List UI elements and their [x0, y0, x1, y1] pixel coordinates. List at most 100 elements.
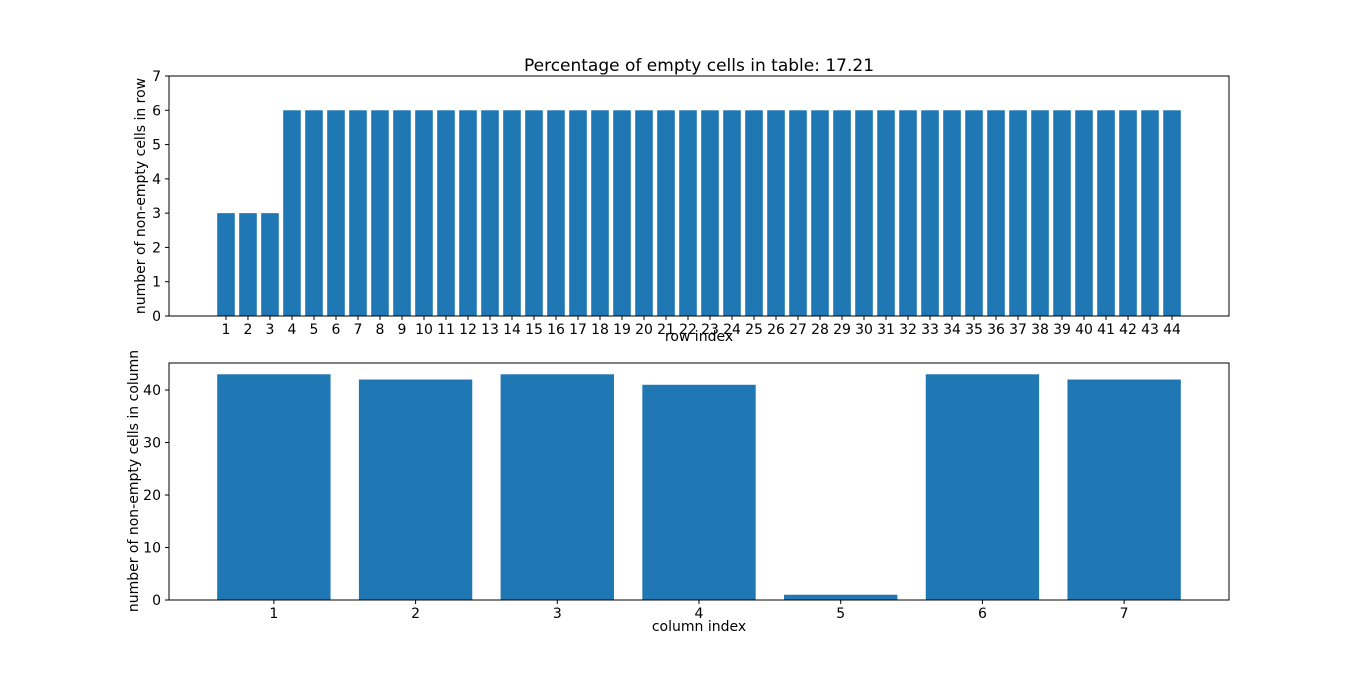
bar [305, 110, 323, 316]
top-chart-xlabel: row index [664, 329, 734, 345]
x-tick-label: 34 [943, 322, 961, 338]
bar [217, 374, 331, 600]
x-tick-label: 9 [398, 322, 407, 338]
x-tick-label: 21 [657, 322, 675, 338]
x-tick-label: 22 [679, 322, 697, 338]
bar [481, 110, 499, 316]
x-tick-label: 38 [1031, 322, 1049, 338]
x-tick-label: 37 [1009, 322, 1027, 338]
x-tick-label: 16 [547, 322, 565, 338]
bar [943, 110, 961, 316]
bar [358, 379, 473, 600]
bottom-chart-ylabel: number of non-empty cells in column [126, 349, 142, 613]
bar [723, 110, 741, 316]
x-tick-label: 2 [411, 606, 420, 622]
bar [987, 110, 1005, 316]
bar [1009, 110, 1027, 316]
bar [239, 213, 257, 316]
x-tick-label: 17 [569, 322, 587, 338]
x-tick-label: 44 [1163, 322, 1181, 338]
x-tick-label: 23 [701, 322, 719, 338]
bar [877, 110, 895, 316]
bar [1119, 110, 1137, 316]
bar [525, 110, 543, 316]
bar [833, 110, 851, 316]
x-tick-label: 41 [1097, 322, 1115, 338]
bar [569, 110, 587, 316]
x-tick-label: 2 [244, 322, 253, 338]
bar [591, 110, 609, 316]
x-tick-label: 26 [767, 322, 785, 338]
bar [437, 110, 455, 316]
x-tick-label: 31 [877, 322, 895, 338]
x-tick-label: 19 [613, 322, 631, 338]
x-tick-label: 25 [745, 322, 763, 338]
x-tick-label: 5 [836, 606, 845, 622]
bar [789, 110, 807, 316]
x-tick-label: 8 [376, 322, 385, 338]
bar [613, 110, 631, 316]
y-tick-label: 2 [152, 240, 161, 256]
bar [1141, 110, 1159, 316]
bar [1031, 110, 1049, 316]
bar [327, 110, 345, 316]
x-tick-label: 43 [1141, 322, 1159, 338]
x-tick-label: 35 [965, 322, 983, 338]
x-tick-label: 28 [811, 322, 829, 338]
x-tick-label: 42 [1119, 322, 1137, 338]
bar [500, 374, 614, 600]
bar [415, 110, 433, 316]
bar [349, 110, 367, 316]
y-tick-label: 20 [143, 488, 161, 504]
bar [1053, 110, 1071, 316]
bar [217, 213, 235, 316]
y-tick-label: 0 [152, 593, 161, 609]
x-tick-label: 3 [553, 606, 562, 622]
y-tick-label: 1 [152, 275, 161, 291]
bar [371, 110, 389, 316]
x-tick-label: 4 [288, 322, 297, 338]
bar [503, 110, 521, 316]
y-tick-label: 7 [152, 69, 161, 85]
x-tick-label: 14 [503, 322, 521, 338]
bar [1097, 110, 1115, 316]
bar [767, 110, 785, 316]
y-tick-label: 3 [152, 206, 161, 222]
x-tick-label: 20 [635, 322, 653, 338]
x-tick-label: 27 [789, 322, 807, 338]
plot-frame [168, 75, 1230, 317]
y-tick-label: 40 [143, 383, 161, 399]
bar [811, 110, 829, 316]
x-tick-label: 18 [591, 322, 609, 338]
bar [1067, 379, 1181, 600]
bar [635, 110, 653, 316]
bar [459, 110, 477, 316]
x-tick-label: 4 [695, 606, 704, 622]
y-tick-label: 6 [152, 103, 161, 119]
bar [679, 110, 697, 316]
x-tick-label: 1 [269, 606, 278, 622]
bar [1163, 110, 1181, 316]
bar [925, 374, 1040, 600]
x-tick-label: 6 [332, 322, 341, 338]
bar [784, 594, 898, 600]
x-tick-label: 7 [354, 322, 363, 338]
x-tick-label: 3 [266, 322, 275, 338]
x-tick-label: 40 [1075, 322, 1093, 338]
bar [1075, 110, 1093, 316]
y-tick-label: 5 [152, 138, 161, 154]
x-tick-label: 33 [921, 322, 939, 338]
bar [965, 110, 983, 316]
x-tick-label: 15 [525, 322, 543, 338]
x-tick-label: 29 [833, 322, 851, 338]
bar [393, 110, 411, 316]
bar [547, 110, 565, 316]
bar [855, 110, 873, 316]
bar [701, 110, 719, 316]
y-tick-label: 0 [152, 309, 161, 325]
bottom-chart-xlabel: column index [651, 619, 747, 635]
x-tick-label: 7 [1120, 606, 1129, 622]
y-tick-label: 4 [152, 172, 161, 188]
x-tick-label: 13 [481, 322, 499, 338]
